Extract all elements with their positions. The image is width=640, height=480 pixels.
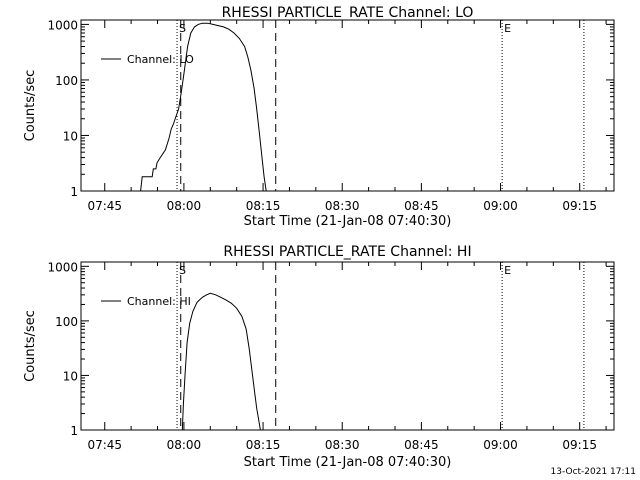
y-tick-label: 10: [63, 369, 78, 383]
y-axis-label: Counts/sec: [23, 70, 38, 142]
y-tick-label: 1: [70, 424, 78, 438]
x-tick-label: 09:00: [483, 199, 518, 213]
series-line: [181, 292, 261, 431]
series-line: [140, 22, 267, 192]
x-tick-label: 09:15: [562, 438, 597, 452]
y-axis-label: Counts/sec: [23, 310, 38, 382]
y-tick-label: 1000: [47, 18, 78, 32]
hi-channel-panel: RHESSI PARTICLE_RATE Channel: HI 07:45 08:…: [23, 244, 615, 470]
timestamp: 13-Oct-2021 17:11: [551, 467, 636, 477]
x-tick-label: 09:15: [562, 199, 597, 213]
plot-frame: [80, 19, 615, 192]
lo-channel-panel: RHESSI PARTICLE_RATE Channel: LO 07:45 08:…: [23, 5, 615, 229]
y-tick-label: 100: [55, 74, 78, 88]
x-tick-label: 08:00: [167, 438, 202, 452]
event-marker-label: E: [504, 264, 511, 277]
x-tick-label: 09:00: [483, 438, 518, 452]
x-tick-label: 07:45: [87, 438, 122, 452]
plot-frame: [80, 261, 615, 431]
x-axis-label: Start Time (21-Jan-08 07:40:30): [244, 214, 452, 229]
legend-label: Channel: LO: [127, 53, 194, 66]
x-tick-label: 07:45: [87, 199, 122, 213]
y-tick-label: 100: [55, 315, 78, 329]
x-axis-label: Start Time (21-Jan-08 07:40:30): [244, 455, 452, 470]
x-tick-label: 08:30: [325, 438, 360, 452]
chart-title: RHESSI PARTICLE_RATE Channel: HI: [223, 244, 471, 260]
event-marker-label: E: [504, 22, 511, 35]
x-tick-label: 08:15: [246, 438, 281, 452]
event-marker-label: S: [179, 22, 186, 35]
x-tick-label: 08:00: [167, 199, 202, 213]
x-tick-label: 08:30: [325, 199, 360, 213]
y-tick-label: 1000: [47, 260, 78, 274]
x-tick-label: 08:45: [404, 199, 439, 213]
x-tick-label: 08:15: [246, 199, 281, 213]
event-marker-label: S: [179, 264, 186, 277]
y-tick-label: 10: [63, 129, 78, 143]
legend-label: Channel: HI: [127, 295, 191, 308]
y-tick-label: 1: [70, 185, 78, 199]
x-tick-label: 08:45: [404, 438, 439, 452]
chart-title: RHESSI PARTICLE_RATE Channel: LO: [222, 5, 474, 21]
